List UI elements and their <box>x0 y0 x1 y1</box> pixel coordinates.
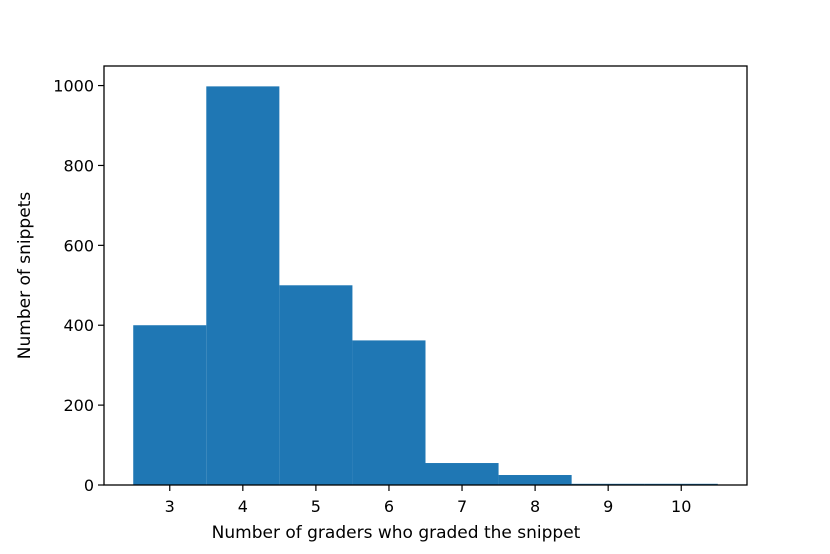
bar-5 <box>279 285 353 485</box>
x-tick-label: 4 <box>238 497 248 516</box>
x-axis-label: Number of graders who graded the snippet <box>212 523 581 543</box>
bars-group <box>133 86 718 486</box>
y-tick-label: 1000 <box>53 77 94 96</box>
x-tick-label: 3 <box>165 497 175 516</box>
bar-3 <box>133 325 207 485</box>
x-axis-ticks: 3 4 5 6 7 8 9 10 <box>165 485 691 516</box>
x-tick-label: 9 <box>603 497 613 516</box>
y-tick-label: 800 <box>63 156 94 175</box>
x-tick-label: 10 <box>671 497 691 516</box>
bar-4 <box>206 86 280 486</box>
bar-8 <box>498 475 572 485</box>
y-axis-ticks: 0 200 400 600 800 1000 <box>53 77 104 495</box>
x-tick-label: 8 <box>530 497 540 516</box>
y-tick-label: 0 <box>84 476 94 495</box>
bar-6 <box>352 340 426 485</box>
bar-7 <box>425 463 499 485</box>
y-tick-label: 600 <box>63 236 94 255</box>
x-tick-label: 5 <box>311 497 321 516</box>
y-axis-label: Number of snippets <box>15 192 35 360</box>
x-tick-label: 7 <box>457 497 467 516</box>
plot-frame <box>103 65 748 486</box>
x-tick-label: 6 <box>384 497 394 516</box>
y-tick-label: 200 <box>63 396 94 415</box>
y-tick-label: 400 <box>63 316 94 335</box>
